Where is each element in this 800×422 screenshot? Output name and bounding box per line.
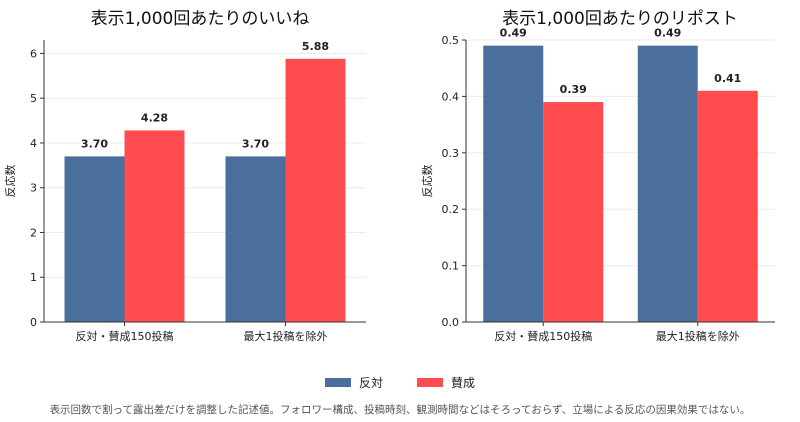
chart-title: 表示1,000回あたりのリポスト xyxy=(502,9,738,29)
y-tick-label: 0.4 xyxy=(442,90,460,103)
bar-support xyxy=(285,58,346,323)
x-tick-label: 最大1投稿を除外 xyxy=(656,329,740,343)
value-label: 0.49 xyxy=(500,27,527,40)
legend-swatch-oppose xyxy=(324,378,351,387)
chart-title: 表示1,000回あたりのいいね xyxy=(91,9,310,29)
y-tick-label: 5 xyxy=(30,92,37,105)
value-label: 0.41 xyxy=(714,72,741,85)
x-tick-label: 反対・賛成150投稿 xyxy=(494,329,592,343)
bar-oppose xyxy=(64,156,125,322)
bar-support xyxy=(697,90,758,322)
y-tick-label: 0.2 xyxy=(442,203,460,216)
bar-oppose xyxy=(225,156,286,322)
value-label: 3.70 xyxy=(242,137,269,150)
legend-label-oppose: 反対 xyxy=(358,376,383,390)
y-tick-label: 0.1 xyxy=(442,260,460,273)
legend: 反対 賛成 xyxy=(0,374,800,391)
value-label: 3.70 xyxy=(81,137,108,150)
value-label: 4.28 xyxy=(141,111,168,124)
y-tick-label: 0 xyxy=(30,316,37,329)
value-label: 5.88 xyxy=(302,40,329,53)
y-tick-label: 2 xyxy=(30,226,37,239)
value-label: 0.39 xyxy=(560,83,587,96)
legend-item-support: 賛成 xyxy=(417,374,475,391)
y-axis-label: 反応数 xyxy=(420,165,434,198)
y-tick-label: 1 xyxy=(30,271,37,284)
value-label: 0.49 xyxy=(654,27,681,40)
legend-label-support: 賛成 xyxy=(451,376,476,390)
footnote: 表示回数で割って露出差だけを調整した記述値。フォロワー構成、投稿時刻、観測時間な… xyxy=(49,404,751,416)
y-tick-label: 3 xyxy=(30,182,37,195)
bar-support xyxy=(124,130,185,322)
y-tick-label: 0.0 xyxy=(442,316,460,329)
y-tick-label: 0.5 xyxy=(442,34,460,47)
x-tick-label: 最大1投稿を除外 xyxy=(244,329,328,343)
x-tick-label: 反対・賛成150投稿 xyxy=(76,329,174,343)
bar-support xyxy=(543,102,604,322)
y-tick-label: 6 xyxy=(30,47,37,60)
y-tick-label: 4 xyxy=(30,137,37,150)
y-axis-label: 反応数 xyxy=(3,165,17,198)
bar-oppose xyxy=(637,45,698,322)
bar-oppose xyxy=(483,45,544,322)
legend-item-oppose: 反対 xyxy=(324,374,383,391)
legend-swatch-support xyxy=(417,378,443,387)
y-tick-label: 0.3 xyxy=(442,147,460,160)
